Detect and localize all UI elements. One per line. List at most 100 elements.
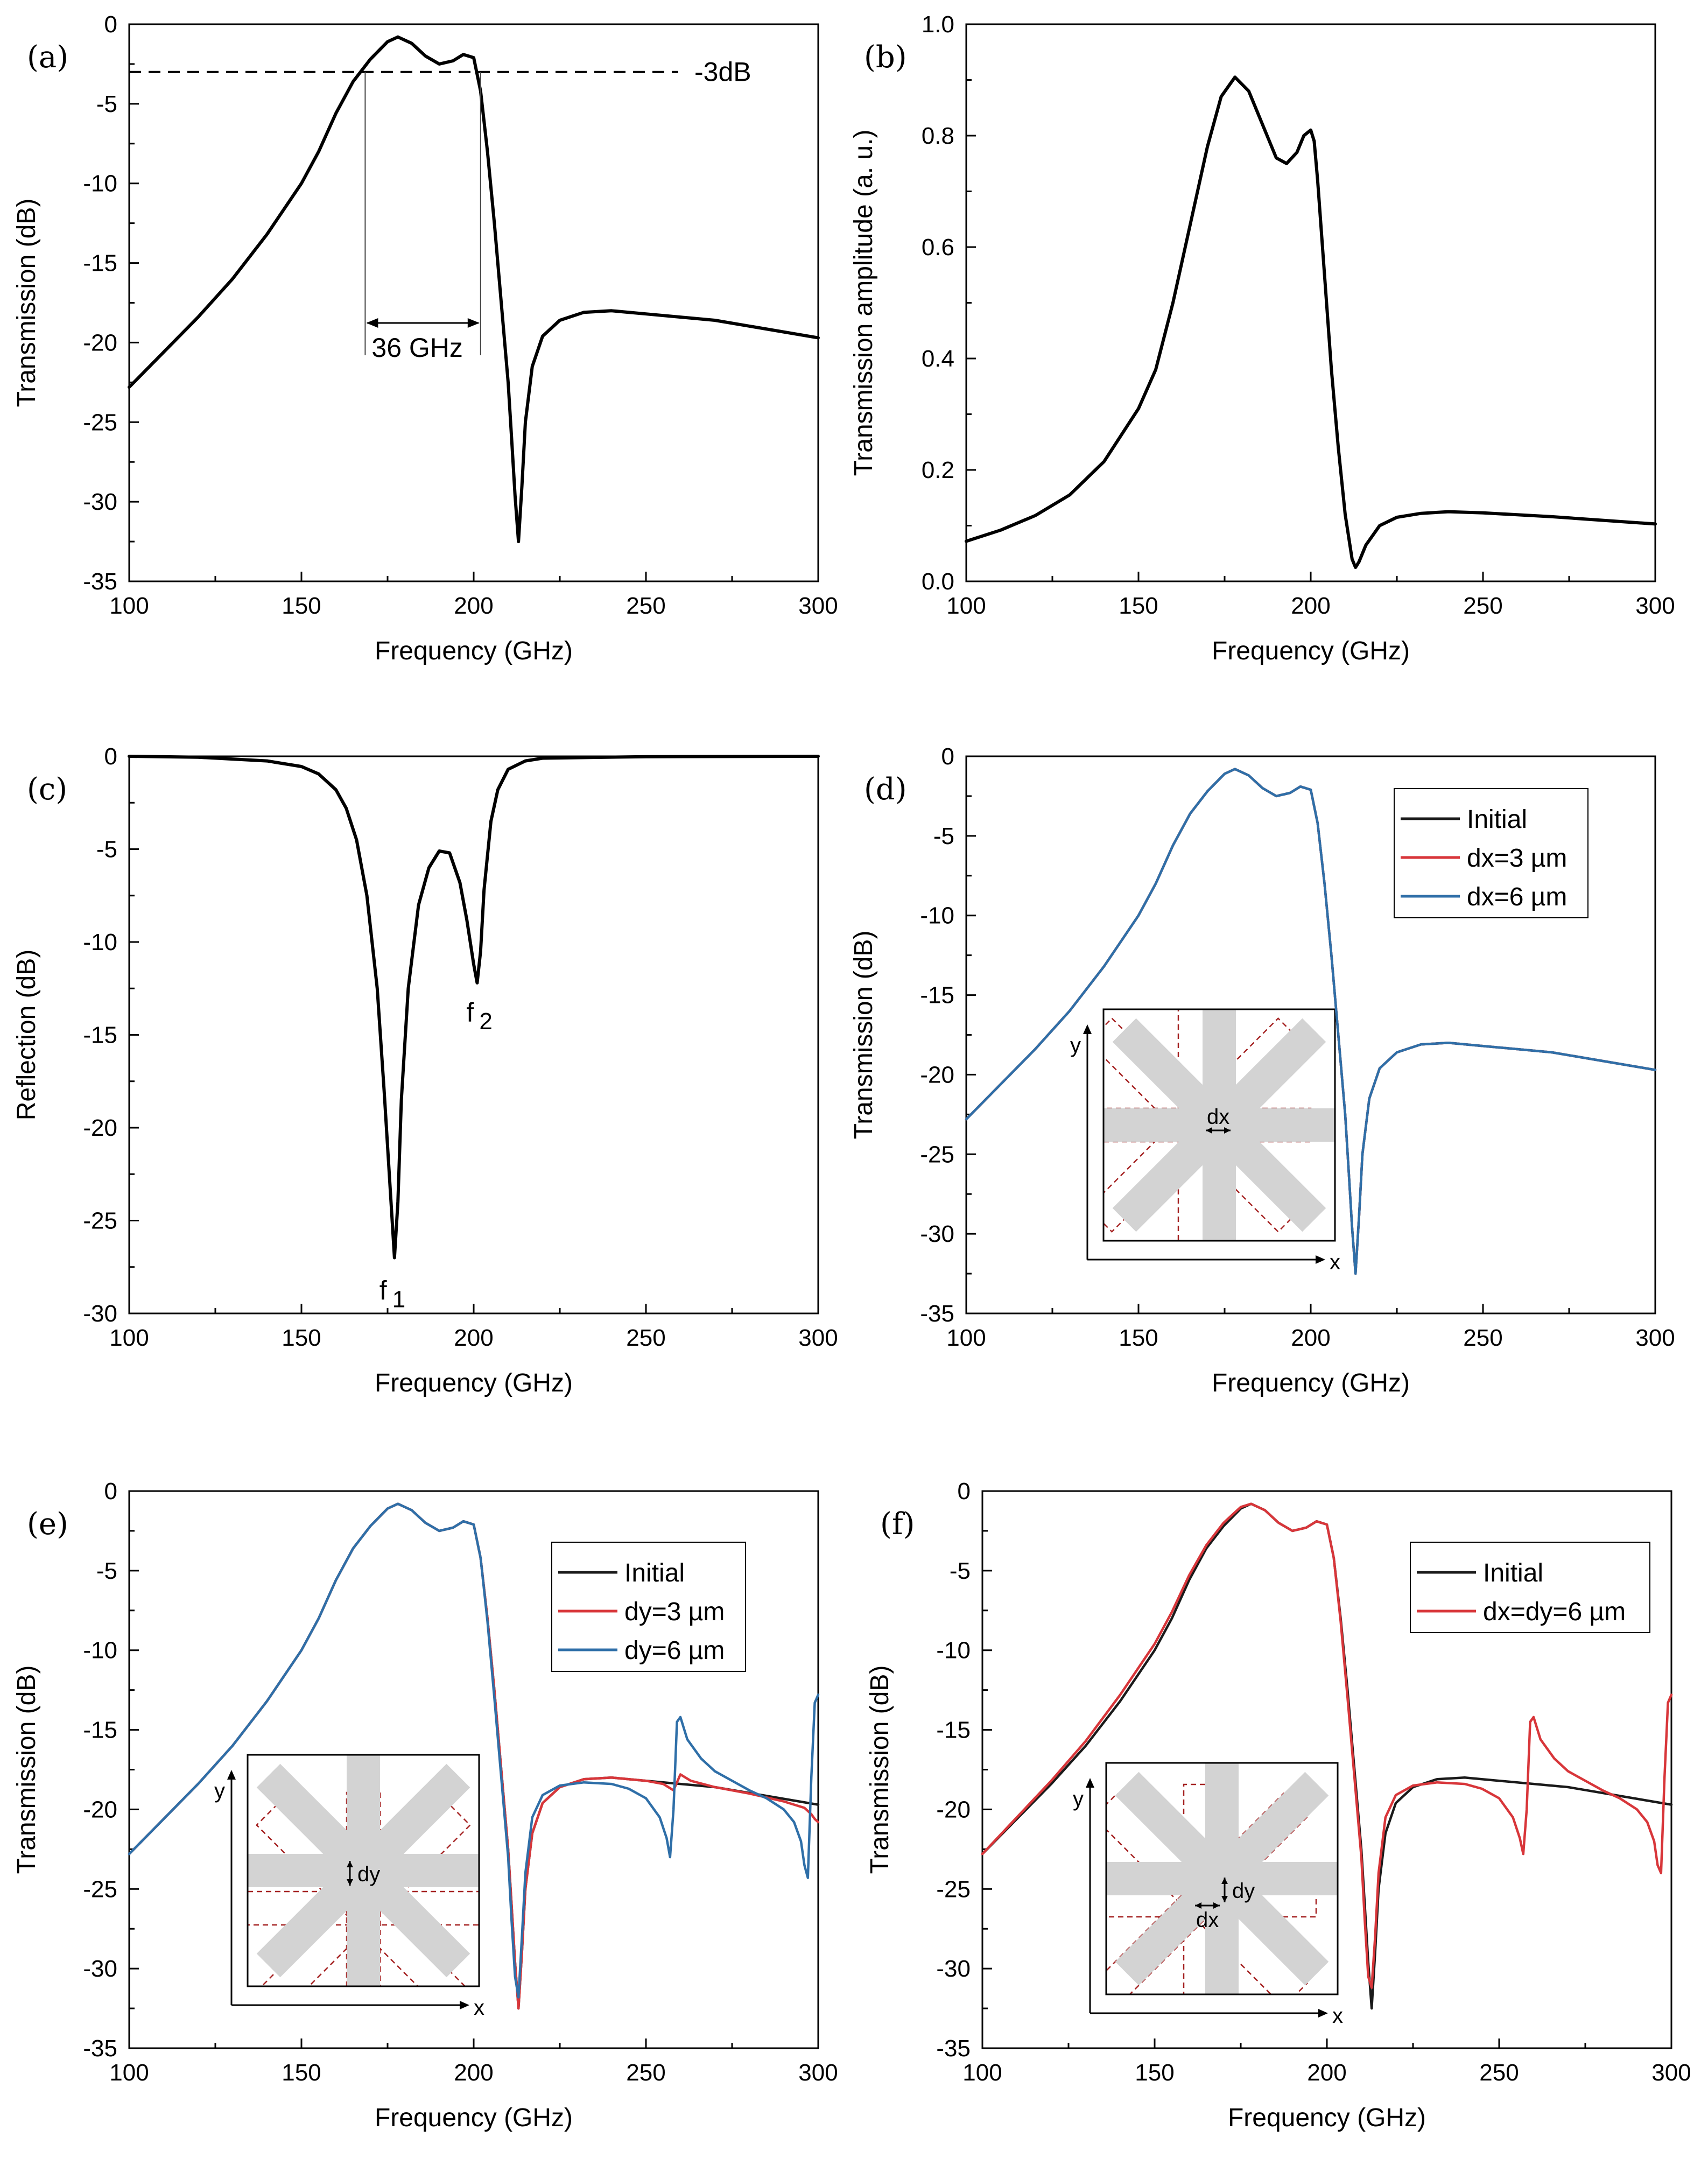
legend: Initial dx=dy=6 µm [1410, 1542, 1650, 1633]
dx-label: dx [1207, 1105, 1229, 1129]
y-tick-label: -35 [936, 2035, 971, 2062]
panel-label: (a) [27, 40, 68, 75]
x-tick-label: 200 [1291, 1325, 1330, 1351]
y-tick-label: -25 [936, 1876, 971, 1902]
y-tick-label: -15 [83, 1022, 117, 1049]
panel-d: 100 150 200 250 300 0 -5 -10 -15 -20 -25 -30 -35 Freq… [849, 743, 1675, 1397]
y-tick-label: -35 [83, 568, 117, 595]
star-arm [256, 1763, 470, 1978]
x-tick-label: 100 [962, 2059, 1002, 2086]
dy-arrowhead-top [347, 1861, 353, 1867]
y-tick-label: 0 [104, 1478, 117, 1505]
star-arm [1112, 1018, 1326, 1232]
dx-arrowhead-right [1213, 1902, 1220, 1909]
y-tick-label: 1.0 [922, 11, 954, 38]
dy-label: dy [357, 1862, 380, 1886]
x-tick-label: 300 [1635, 1325, 1675, 1351]
panel-f: 100 150 200 250 300 0 -5 -10 -15 -20 -25 -30 -35 Freq… [866, 1478, 1691, 2132]
threshold-label: -3dB [694, 57, 751, 87]
x-tick-label: 100 [109, 593, 149, 619]
legend-entry: dy=3 µm [624, 1598, 725, 1626]
bandwidth-label: 36 GHz [371, 333, 463, 363]
inset-content [1103, 1009, 1335, 1241]
dx-arrowhead-right [1224, 1127, 1231, 1134]
y-tick-label: 0.2 [922, 457, 954, 483]
x-tick-label: 300 [1651, 2059, 1691, 2086]
legend: Initial dx=3 µm dx=6 µm [1394, 788, 1588, 918]
y-axis-title: Transmission (dB) [866, 1665, 894, 1874]
y-tick-label: 0 [941, 743, 954, 770]
inset-x-label: x [1332, 2004, 1343, 2028]
y-tick-label: -10 [83, 171, 117, 197]
x-tick-label: 250 [626, 593, 665, 619]
inset-x-arrowhead [460, 2001, 469, 2009]
x-tick-label: 200 [454, 2059, 493, 2086]
x-tick-label: 300 [798, 1325, 838, 1351]
inset-frame [1102, 1008, 1336, 1242]
y-tick-label: -5 [950, 1558, 971, 1584]
series-line-dx-6-m [965, 768, 1657, 1275]
x-tick-label: 300 [798, 593, 838, 619]
series-line-dy-6-m [128, 1502, 820, 1999]
y-axis-title: Transmission (dB) [849, 931, 878, 1140]
inset-content [248, 1755, 479, 1986]
y-tick-label: 0 [104, 11, 117, 38]
dy-arrowhead-top [1221, 1878, 1228, 1884]
y-tick-label: -15 [83, 250, 117, 277]
y-tick-label: -10 [83, 1637, 117, 1664]
x-tick-label: 150 [1119, 1325, 1158, 1351]
plot-frame [965, 23, 1656, 582]
y-tick-label: -20 [83, 1115, 117, 1141]
x-tick-label: 100 [109, 2059, 149, 2086]
f1-subscript: 1 [392, 1287, 405, 1313]
star-shape [1103, 1009, 1335, 1241]
y-axis-title: Transmission (dB) [12, 1665, 41, 1874]
dy-arrowhead-bottom [347, 1879, 353, 1886]
x-tick-label: 250 [1463, 593, 1502, 619]
panel-label: (b) [864, 40, 907, 75]
star-arm-outline [1103, 1017, 1303, 1233]
inset-diagram: dx x y [1070, 1008, 1340, 1274]
y-tick-label: -25 [920, 1141, 954, 1168]
legend-entry: dy=6 µm [624, 1636, 725, 1665]
f1-label: f [379, 1276, 387, 1306]
panel-c: 100 150 200 250 300 0 -5 -10 -15 -20 -25 -30 Frequen… [12, 743, 838, 1397]
y-tick-label: -35 [920, 1301, 954, 1327]
dx-arrowhead-left [1206, 1127, 1212, 1134]
inset-y-label: y [214, 1779, 225, 1803]
panel-label: (e) [27, 1507, 68, 1542]
legend-box [1410, 1542, 1650, 1633]
y-tick-label: -5 [96, 837, 117, 863]
y-tick-label: 0.4 [922, 346, 954, 372]
x-axis-title: Frequency (GHz) [375, 637, 573, 665]
y-axis-title: Reflection (dB) [12, 950, 41, 1120]
x-tick-label: 300 [1635, 593, 1675, 619]
y-tick-label: -25 [83, 409, 117, 435]
x-tick-label: 250 [1463, 1325, 1502, 1351]
x-tick-label: 200 [454, 593, 493, 619]
inset-y-arrowhead [1086, 1778, 1094, 1788]
star-arm-outline [1103, 1017, 1303, 1233]
y-tick-label: 0.8 [922, 123, 954, 149]
series-line-amplitude [965, 75, 1657, 570]
inset-x-arrowhead [1316, 1255, 1325, 1264]
series-line-dx-dy-6-m [981, 1502, 1673, 1989]
x-axis-title: Frequency (GHz) [375, 1369, 573, 1397]
star-arm [1115, 1772, 1329, 1986]
y-tick-label: -15 [83, 1717, 117, 1744]
x-axis-title: Frequency (GHz) [1212, 1369, 1410, 1397]
y-tick-label: -10 [920, 903, 954, 929]
panel-b: 100 150 200 250 300 0.0 0.2 0.4 0.6 0.8 1.0 Frequen… [849, 11, 1675, 665]
inset-content [1106, 1763, 1338, 1994]
plot-frame [128, 755, 819, 1315]
y-tick-label: -35 [83, 2035, 117, 2062]
y-axis-title: Transmission amplitude (a. u.) [849, 130, 878, 476]
inset-y-label: y [1070, 1034, 1081, 1057]
dx-arrowhead-left [1195, 1902, 1201, 1909]
star-shape [248, 1755, 479, 1986]
panel-label: (f) [880, 1507, 915, 1542]
x-axis-title: Frequency (GHz) [1212, 637, 1410, 665]
x-tick-label: 150 [282, 2059, 321, 2086]
legend-entry: Initial [624, 1559, 685, 1587]
